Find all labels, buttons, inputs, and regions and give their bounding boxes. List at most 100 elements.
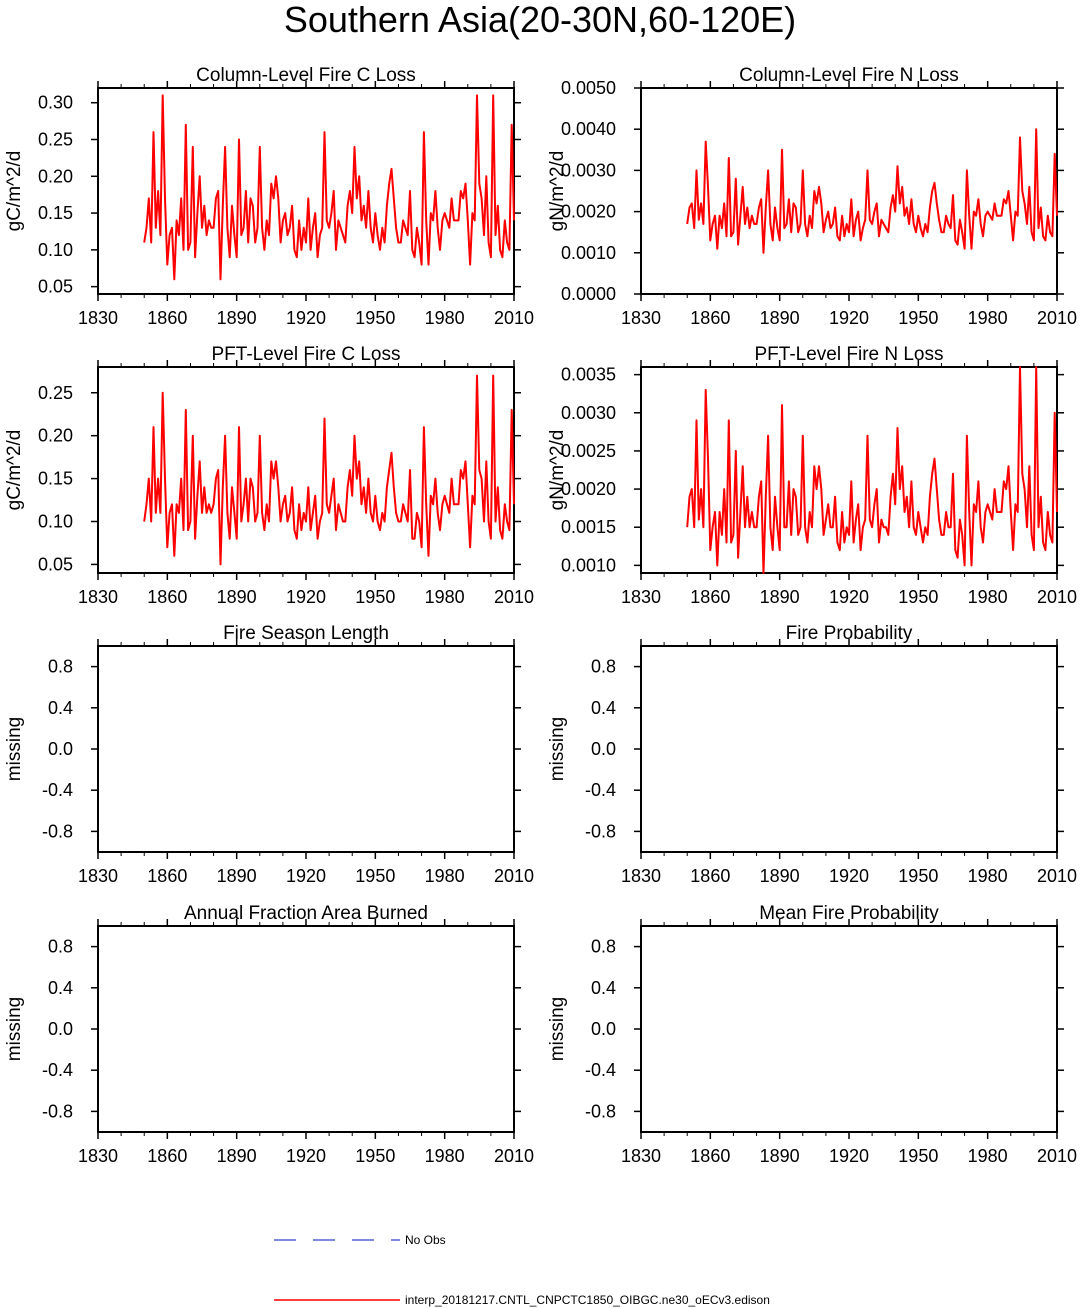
y-tick-label: 0.25: [38, 383, 73, 403]
x-tick-label: 2010: [494, 587, 534, 607]
x-tick-label: 1860: [147, 308, 187, 328]
x-tick-label: 1860: [690, 1146, 730, 1166]
x-tick-label: 1980: [968, 1146, 1008, 1166]
x-tick-label: 1890: [217, 866, 257, 886]
x-tick-label: 1950: [898, 1146, 938, 1166]
x-tick-label: 2010: [1037, 308, 1077, 328]
x-tick-label: 1830: [78, 866, 118, 886]
y-tick-label: 0.05: [38, 554, 73, 574]
panel-pft-level-fire-n-loss: PFT-Level Fire N Loss gN/m^2/d 1830 1860 189…: [547, 344, 1077, 607]
x-tick-label: 1830: [621, 1146, 661, 1166]
x-tick-label: 1980: [425, 866, 465, 886]
x-tick-label: 1890: [217, 308, 257, 328]
y-tick-label: 0.10: [38, 240, 73, 260]
y-tick-label: 0.8: [591, 657, 616, 677]
x-tick-label: 1980: [425, 1146, 465, 1166]
x-tick-label: 1860: [147, 866, 187, 886]
x-tick-label: 1920: [829, 866, 869, 886]
plot-frame: [640, 645, 1058, 853]
y-axis-label: gC/m^2/d: [4, 151, 25, 232]
y-tick-label: 0.20: [38, 426, 73, 446]
x-tick-label: 1890: [760, 1146, 800, 1166]
panel-title: Fire Season Length: [223, 623, 389, 644]
y-tick-label: -0.4: [42, 1060, 73, 1080]
x-tick-label: 1890: [760, 308, 800, 328]
panel-column-level-fire-n-loss: Column-Level Fire N Loss gN/m^2/d 1830 1860…: [547, 65, 1077, 328]
x-tick-label: 1860: [690, 587, 730, 607]
series-line-column-level-fire-c-loss: [143, 94, 515, 281]
x-tick-label: 1920: [286, 1146, 326, 1166]
panel-title: Column-Level Fire C Loss: [196, 65, 416, 86]
x-tick-label: 2010: [1037, 1146, 1077, 1166]
x-tick-label: 1950: [355, 587, 395, 607]
x-tick-label: 1950: [898, 866, 938, 886]
x-tick-label: 1830: [78, 308, 118, 328]
y-tick-label: 0.0050: [561, 78, 616, 98]
y-tick-label: -0.4: [585, 780, 616, 800]
x-tick-label: 2010: [494, 866, 534, 886]
y-tick-label: 0.05: [38, 277, 73, 297]
chart-panels: Column-Level Fire C Loss gC/m^2/d 1830 1860…: [4, 65, 1077, 1166]
y-tick-label: 0.0: [48, 1019, 73, 1039]
x-tick-label: 1920: [829, 587, 869, 607]
x-tick-label: 1890: [760, 866, 800, 886]
y-tick-label: -0.8: [585, 821, 616, 841]
x-tick-label: 1830: [621, 308, 661, 328]
x-tick-label: 1950: [898, 308, 938, 328]
x-tick-label: 1830: [621, 587, 661, 607]
x-tick-label: 1860: [147, 1146, 187, 1166]
y-tick-label: 0.4: [591, 698, 616, 718]
x-tick-label: 2010: [494, 1146, 534, 1166]
x-tick-label: 1890: [760, 587, 800, 607]
y-tick-label: 0.0: [591, 739, 616, 759]
y-tick-label: 0.30: [38, 93, 73, 113]
y-axis-label: missing: [547, 997, 568, 1061]
x-tick-label: 1950: [898, 587, 938, 607]
y-tick-label: 0.8: [591, 937, 616, 957]
y-tick-label: 0.8: [48, 937, 73, 957]
x-tick-label: 1920: [286, 308, 326, 328]
y-tick-label: 0.0035: [561, 365, 616, 385]
y-axis-label: missing: [4, 717, 25, 781]
x-tick-label: 1890: [217, 1146, 257, 1166]
x-tick-label: 1950: [355, 866, 395, 886]
panel-title: Mean Fire Probability: [759, 903, 939, 924]
y-axis-label: missing: [4, 997, 25, 1061]
x-tick-label: 1860: [690, 866, 730, 886]
x-tick-label: 1980: [968, 308, 1008, 328]
x-tick-label: 1890: [217, 587, 257, 607]
x-tick-label: 1920: [286, 587, 326, 607]
panel-mean-fire-probability: Mean Fire Probability missing 1830 1860 1890…: [547, 903, 1077, 1166]
x-tick-label: 1860: [690, 308, 730, 328]
y-tick-label: 0.4: [48, 698, 73, 718]
y-tick-label: 0.0030: [561, 160, 616, 180]
x-tick-label: 1830: [78, 587, 118, 607]
y-tick-label: 0.10: [38, 512, 73, 532]
panel-title: Annual Fraction Area Burned: [184, 903, 428, 924]
series-line-pft-level-fire-c-loss: [143, 374, 515, 566]
legend-obs-label: No Obs: [405, 1233, 446, 1247]
x-tick-label: 2010: [1037, 587, 1077, 607]
panel-title: Column-Level Fire N Loss: [739, 65, 959, 86]
y-tick-label: 0.0010: [561, 243, 616, 263]
y-tick-label: -0.8: [585, 1101, 616, 1121]
panel-title: PFT-Level Fire N Loss: [755, 344, 944, 365]
x-tick-label: 2010: [494, 308, 534, 328]
x-tick-label: 2010: [1037, 866, 1077, 886]
panel-pft-level-fire-c-loss: PFT-Level Fire C Loss gC/m^2/d 1830 1860 189…: [4, 344, 534, 607]
y-axis-label: missing: [547, 717, 568, 781]
y-tick-label: 0.0025: [561, 441, 616, 461]
y-tick-label: -0.4: [42, 780, 73, 800]
y-tick-label: -0.8: [42, 821, 73, 841]
x-tick-label: 1830: [78, 1146, 118, 1166]
y-tick-label: 0.8: [48, 657, 73, 677]
y-tick-label: 0.0: [591, 1019, 616, 1039]
x-tick-label: 1920: [829, 1146, 869, 1166]
y-tick-label: 0.0020: [561, 202, 616, 222]
plot-frame: [640, 925, 1058, 1133]
panel-fire-probability: Fire Probability missing 1830 1860 1890 1920 1…: [547, 623, 1077, 886]
x-tick-label: 1980: [425, 587, 465, 607]
x-tick-label: 1980: [968, 587, 1008, 607]
y-tick-label: 0.20: [38, 166, 73, 186]
x-tick-label: 1980: [968, 866, 1008, 886]
